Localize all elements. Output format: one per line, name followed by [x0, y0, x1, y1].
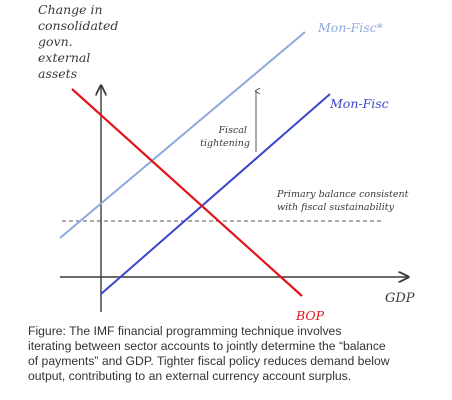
fiscal-tightening-label: Fiscal tightening — [200, 125, 250, 149]
y-axis-label-line: external — [38, 50, 90, 65]
figure-caption: Figure: The IMF financial programming te… — [28, 324, 448, 384]
y-axis-label: Change in consolidated govn. external as… — [38, 2, 122, 81]
economic-diagram: Change in consolidated govn. external as… — [38, 2, 415, 322]
primary-balance-line-text: Primary balance consistent — [276, 189, 409, 200]
y-axis-label-line: assets — [38, 66, 77, 81]
x-axis-label: GDP — [385, 291, 415, 306]
y-axis-label-line: govn. — [38, 34, 73, 49]
caption-line: Figure: The IMF financial programming te… — [28, 324, 342, 338]
primary-balance-line-text: with fiscal sustainability — [277, 202, 395, 213]
bop-curve — [71, 88, 303, 297]
mon-fisc-star-label: Mon-Fisc* — [317, 20, 384, 35]
fiscal-tightening-line: tightening — [200, 138, 250, 149]
y-axis-label-line: consolidated — [38, 18, 118, 33]
mon-fisc-label: Mon-Fisc — [329, 96, 389, 111]
caption-line: output, contributing to an external curr… — [28, 369, 352, 383]
bop-label: BOP — [295, 308, 325, 322]
mon-fisc-curve — [100, 93, 331, 295]
y-axis-label-line: Change in — [38, 2, 103, 17]
caption-line: of payments” and GDP. Tighter fiscal pol… — [28, 354, 390, 368]
caption-line: iterating between sector accounts to joi… — [28, 339, 386, 353]
primary-balance-label: Primary balance consistent with fiscal s… — [276, 189, 411, 213]
fiscal-tightening-line: Fiscal — [217, 125, 247, 136]
mon-fisc-star-curve — [59, 31, 306, 239]
